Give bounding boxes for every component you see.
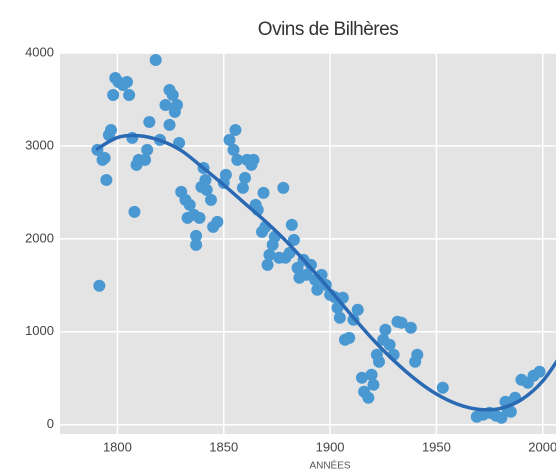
scatter-point xyxy=(190,229,203,242)
scatter-point xyxy=(362,391,375,404)
series-layer xyxy=(91,53,556,424)
scatter-point xyxy=(411,348,424,361)
y-tick-label: 1000 xyxy=(25,323,54,338)
x-axis-label: ANNÉES xyxy=(309,459,350,472)
fit-line xyxy=(95,133,556,412)
scatter-point xyxy=(227,143,240,156)
scatter-point xyxy=(383,338,396,351)
scatter-point xyxy=(183,198,196,211)
x-tick-label: 1800 xyxy=(103,439,132,454)
scatter-point xyxy=(193,211,206,224)
scatter-point xyxy=(107,89,120,102)
scatter-point xyxy=(351,303,364,316)
scatter-point xyxy=(170,98,183,111)
scatter-point xyxy=(163,118,176,131)
scatter-point xyxy=(247,153,260,166)
scatter-point xyxy=(533,365,546,378)
y-tick-label: 2000 xyxy=(25,230,54,245)
scatter-point xyxy=(365,368,378,381)
x-tick-label: 1850 xyxy=(209,439,238,454)
scatter-point xyxy=(504,405,517,418)
scatter-point xyxy=(100,173,113,186)
scatter-point xyxy=(395,316,408,329)
scatter-point xyxy=(367,378,380,391)
scatter-point xyxy=(219,168,232,181)
scatter-point xyxy=(123,89,136,102)
scatter-point xyxy=(199,173,212,186)
scatter-point xyxy=(204,193,217,206)
plot-background xyxy=(60,53,556,434)
scatter-point xyxy=(143,115,156,128)
scatter-point xyxy=(333,311,346,324)
scatter-point xyxy=(343,331,356,344)
scatter-point xyxy=(239,171,252,184)
y-tick-label: 4000 xyxy=(25,44,54,59)
scatter-point xyxy=(105,123,118,136)
scatter-point xyxy=(261,258,274,271)
scatter-point xyxy=(223,133,236,146)
scatter-point xyxy=(379,323,392,336)
scatter-point xyxy=(277,181,290,194)
scatter-point xyxy=(166,89,179,102)
scatter-point xyxy=(229,123,242,136)
scatter-point xyxy=(141,143,154,156)
y-tick-label: 3000 xyxy=(25,137,54,152)
scatter-point xyxy=(126,131,139,144)
scatter-point xyxy=(287,233,300,246)
scatter-point xyxy=(257,186,270,199)
scatter-point xyxy=(231,153,244,166)
scatter-point xyxy=(355,371,368,384)
scatter-point xyxy=(304,258,317,271)
scatter-point xyxy=(372,355,385,368)
x-tick-label: 2000 xyxy=(528,439,556,454)
scatter-point xyxy=(98,152,111,165)
y-tick-label: 0 xyxy=(47,416,54,431)
scatter-point xyxy=(149,53,162,66)
scatter-point xyxy=(190,238,203,251)
scatter-point xyxy=(236,181,249,194)
scatter-point xyxy=(285,218,298,231)
scatter-point xyxy=(200,183,213,196)
scatter-point xyxy=(436,381,449,394)
scatter-point xyxy=(159,98,172,111)
x-tick-label: 1900 xyxy=(316,439,345,454)
scatter-point xyxy=(263,248,276,261)
scatter-point xyxy=(139,153,152,166)
x-tick-label: 1950 xyxy=(422,439,451,454)
scatter-point xyxy=(404,321,417,334)
scatter-point xyxy=(211,215,224,228)
chart-title: Ovins de Bilhères xyxy=(258,19,398,40)
scatter-point xyxy=(128,205,141,218)
scatter-point xyxy=(93,279,106,292)
scatter-point xyxy=(120,75,133,88)
